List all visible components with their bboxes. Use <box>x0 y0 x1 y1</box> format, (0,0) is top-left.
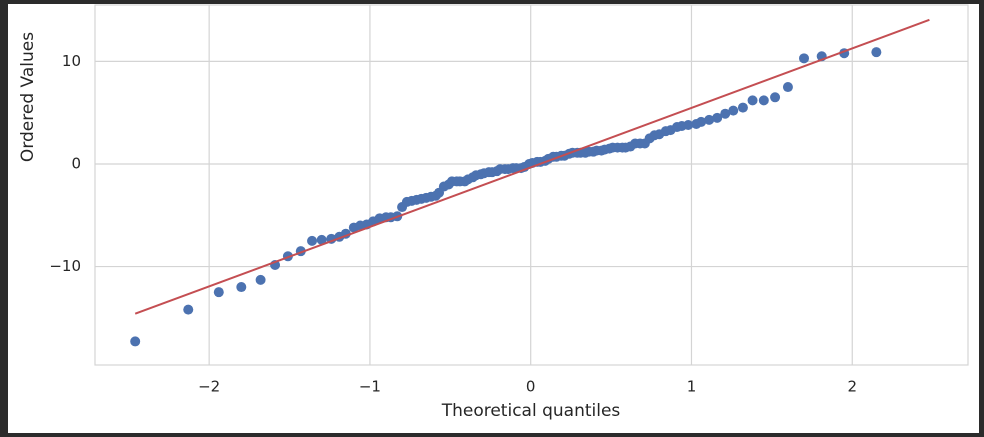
point <box>728 105 739 116</box>
point <box>255 274 266 285</box>
point <box>307 235 318 246</box>
x-tick-label: 0 <box>526 378 536 396</box>
y-axis-label: Ordered Values <box>18 32 38 162</box>
x-tick-label: −1 <box>359 378 381 396</box>
point <box>213 287 224 298</box>
x-tick-label: −2 <box>198 378 220 396</box>
point <box>770 92 781 103</box>
x-tick-label: 1 <box>687 378 697 396</box>
point <box>737 102 748 113</box>
point <box>316 234 327 245</box>
y-tick-label: 10 <box>62 52 81 70</box>
point <box>799 53 810 64</box>
point <box>183 304 194 315</box>
point <box>758 95 769 106</box>
fit-line <box>134 18 930 315</box>
x-tick-label: 2 <box>847 378 857 396</box>
point <box>712 112 723 123</box>
plot-frame <box>94 4 969 366</box>
x-axis-label: Theoretical quantiles <box>441 401 621 421</box>
point <box>871 47 882 58</box>
point <box>696 116 707 127</box>
point <box>704 114 715 125</box>
point <box>747 95 758 106</box>
point <box>236 282 247 293</box>
y-tick-label: 0 <box>71 154 81 172</box>
point <box>683 120 694 130</box>
point <box>130 336 141 347</box>
point <box>782 82 793 93</box>
y-tick-label: −10 <box>49 257 81 275</box>
point <box>720 108 731 119</box>
